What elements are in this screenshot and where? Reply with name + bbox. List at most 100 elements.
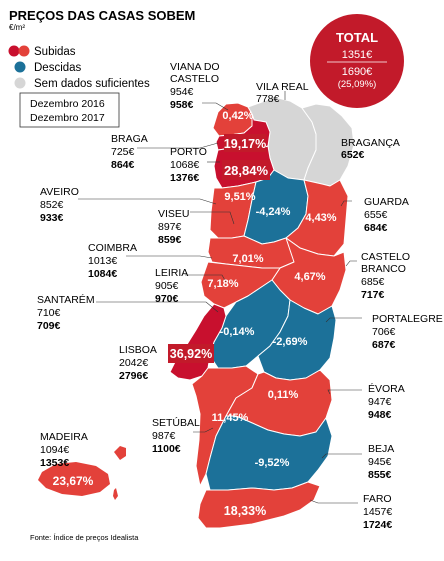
leiria-2017: 970€ [155, 293, 179, 305]
pct-lisboa-highlight [168, 344, 214, 363]
leader-coimbra [126, 255, 213, 259]
porto-2016: 1068€ [170, 159, 199, 171]
portalegre-2017: 687€ [372, 339, 396, 351]
leader-setubal [193, 427, 214, 433]
braga-2016: 725€ [111, 146, 135, 158]
braga-2017: 864€ [111, 159, 135, 171]
pct-evora: 0,11% [268, 389, 299, 401]
santarem-2016: 710€ [37, 307, 61, 319]
page-title: PREÇOS DAS CASAS SOBEM [9, 8, 195, 23]
leader-lines [78, 91, 362, 504]
leader-aveiro [78, 198, 217, 205]
porto-2017: 1376€ [170, 172, 199, 184]
guarda-2016: 655€ [364, 209, 388, 221]
label-vila-real: VILA REAL [256, 81, 309, 93]
legend-swatch-subidas [18, 45, 30, 57]
total-badge-circle [310, 14, 404, 108]
legend-descidas-label: Descidas [34, 62, 82, 74]
pct-beja: -9,52% [255, 457, 290, 469]
region-madeira [38, 462, 110, 496]
pct-guarda: 4,43% [305, 212, 336, 224]
label-madeira: MADEIRA [40, 431, 88, 443]
label-viana-line2: CASTELO [170, 73, 219, 85]
leader-viseu [190, 211, 235, 225]
pct-porto-highlight [222, 160, 270, 180]
beja-2016: 945€ [368, 456, 392, 468]
source-note: Fonte: Índice de preços Idealista [30, 533, 139, 542]
vila-real-2016: 778€ [256, 93, 280, 105]
region-beja [205, 415, 333, 491]
label-castelo-branco-line1: CASTELO [361, 251, 410, 263]
legend-swatch-descidas [14, 61, 26, 73]
label-lisboa: LISBOA [119, 344, 157, 356]
label-evora: ÉVORA [368, 382, 405, 395]
leader-leiria [185, 274, 227, 283]
viseu-2016: 897€ [158, 221, 182, 233]
label-braganca: BRAGANÇA [341, 137, 400, 149]
pct-aveiro: 9,51% [224, 191, 255, 203]
viana-2017: 958€ [170, 99, 194, 111]
label-setubal: SETÚBAL [152, 416, 200, 429]
label-aveiro: AVEIRO [40, 186, 79, 198]
pct-leiria: 7,18% [207, 278, 238, 290]
pct-santarem: -0,14% [220, 326, 255, 338]
aveiro-2016: 852€ [40, 199, 64, 211]
label-beja: BEJA [368, 443, 394, 455]
label-viana-line1: VIANA DO [170, 61, 220, 73]
total-badge: TOTAL 1351€ 1690€ (25,09%) [310, 14, 404, 108]
madeira-inset [38, 446, 126, 500]
coimbra-2017: 1084€ [88, 268, 117, 280]
coimbra-2016: 1013€ [88, 255, 117, 267]
percent-labels: 0,42% 19,17% 28,84% 9,51% -4,24% 4,43% 7… [53, 110, 337, 518]
label-portalegre: PORTALEGRE [372, 313, 443, 325]
label-guarda: GUARDA [364, 196, 409, 208]
label-castelo-branco-line2: BRANCO [361, 263, 406, 275]
pct-portalegre: -2,69% [273, 336, 308, 348]
pct-porto: 28,84% [224, 163, 269, 178]
legend-swatch-sem-dados [14, 77, 26, 89]
label-coimbra: COIMBRA [88, 242, 137, 254]
pct-viana: 0,42% [222, 110, 253, 122]
lisboa-2017: 2796€ [119, 370, 148, 382]
pct-coimbra: 7,01% [232, 253, 263, 265]
beja-2017: 855€ [368, 469, 392, 481]
lisboa-2016: 2042€ [119, 357, 148, 369]
leiria-2016: 905€ [155, 280, 179, 292]
castelo-branco-2016: 685€ [361, 276, 385, 288]
legend-sem-dados-label: Sem dados suficientes [34, 78, 150, 90]
guarda-2017: 684€ [364, 222, 388, 234]
madeira-2017: 1353€ [40, 457, 69, 469]
leader-castelo-branco [345, 260, 357, 267]
faro-2017: 1724€ [363, 519, 392, 531]
pct-setubal: 11,45% [212, 412, 249, 424]
madeira-desertas-island [113, 488, 118, 500]
pct-viseu: -4,24% [256, 206, 291, 218]
evora-2016: 947€ [368, 396, 392, 408]
region-faro [197, 481, 321, 529]
label-leiria: LEIRIA [155, 267, 188, 279]
legend-subidas-label: Subidas [34, 46, 76, 58]
santarem-2017: 709€ [37, 320, 61, 332]
pct-madeira: 23,67% [53, 474, 94, 488]
total-label: TOTAL [336, 30, 378, 45]
label-faro: FARO [363, 493, 392, 505]
region-callouts: VIANA DO CASTELO 954€ 958€ VILA REAL 778… [37, 61, 443, 531]
pct-lisboa: 36,92% [170, 347, 212, 361]
legend: Subidas Descidas Sem dados suficientes D… [8, 45, 150, 128]
evora-2017: 948€ [368, 409, 392, 421]
legend-years-box [19, 92, 120, 128]
label-santarem: SANTARÉM [37, 293, 95, 306]
madeira-porto-santo-island [114, 446, 126, 460]
label-braga: BRAGA [111, 133, 148, 145]
total-2016: 1351€ [342, 49, 373, 61]
label-viseu: VISEU [158, 208, 190, 220]
legend-year-2017: Dezembro 2017 [30, 112, 105, 124]
legend-year-2016: Dezembro 2016 [30, 98, 105, 110]
leader-evora [327, 389, 362, 395]
leader-viana [202, 102, 229, 111]
pct-faro: 18,33% [224, 504, 266, 518]
leader-guarda [340, 200, 352, 207]
pct-braga-highlight [224, 134, 266, 152]
leader-braga [137, 142, 219, 149]
portalegre-2016: 706€ [372, 326, 396, 338]
